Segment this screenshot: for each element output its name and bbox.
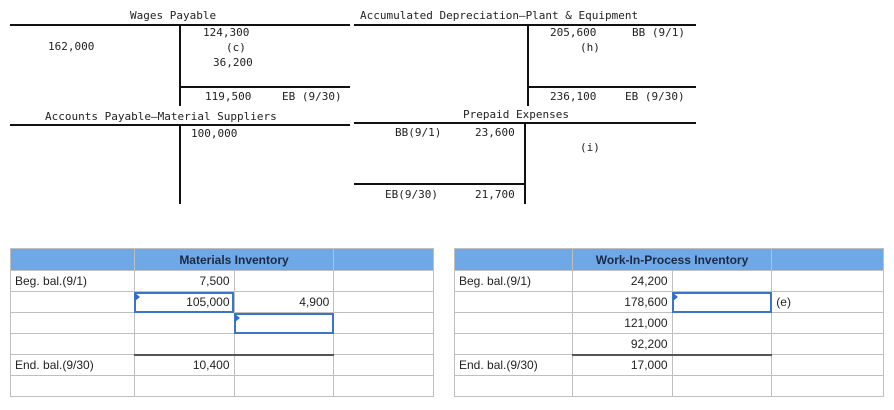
materials-inventory-table: Materials Inventory Beg. bal.(9/1) 7,500… [10,248,434,397]
accum-depr-end-amount: 236,100 [550,90,597,103]
table-row: 178,600 (e) [454,291,884,313]
wip-debit-4: 92,200 [571,333,673,355]
wages-payable-title: Wages Payable [130,9,217,22]
wages-credit-2: (c) [226,41,246,54]
wages-debit-1: 162,000 [48,40,95,53]
table-row: 105,000 4,900 [10,291,434,313]
wages-credit-1: 124,300 [203,26,250,39]
table-row: End. bal.(9/30) 17,000 [454,353,884,376]
wip-debit-1: 24,200 [571,270,673,292]
accounts-payable-title: Accounts Payable—Material Suppliers [45,110,277,123]
accum-depr-credit-label-1: BB (9/1) [632,26,685,39]
table-row: End. bal.(9/30) 10,400 [10,353,434,376]
table-row [10,333,434,355]
wip-debit-2: 178,600 [571,291,673,313]
materials-inventory-title: Materials Inventory [133,248,335,271]
wip-credit-input[interactable] [671,291,773,313]
wip-beg-label: Beg. bal.(9/1) [454,270,573,292]
accum-depr-end-label: EB (9/30) [625,90,685,103]
wip-end-label: End. bal.(9/30) [454,354,573,376]
prepaid-title: Prepaid Expenses [463,108,569,121]
prepaid-bb-amount: 23,600 [475,126,515,139]
wip-inventory-title: Work-In-Process Inventory [571,248,773,271]
wip-inventory-table: Work-In-Process Inventory Beg. bal.(9/1)… [454,248,884,397]
wip-end-amount: 17,000 [571,353,673,376]
materials-beg-amount: 7,500 [133,270,235,292]
prepaid-eb-label: EB(9/30) [385,188,438,201]
accum-depr-credit-2: (h) [580,41,600,54]
table-row: Beg. bal.(9/1) 7,500 [10,270,434,292]
materials-debit-input[interactable]: 105,000 [133,291,235,313]
table-row [10,312,434,334]
materials-beg-label: Beg. bal.(9/1) [10,270,135,292]
materials-credit-2: 4,900 [233,291,335,313]
table-row [10,375,434,397]
prepaid-credit-1: (i) [580,141,600,154]
table-row: 92,200 [454,333,884,355]
accum-depr-title: Accumulated Depreciation—Plant & Equipme… [360,9,639,22]
wages-end-amount: 119,500 [205,90,252,103]
table-row [454,375,884,397]
table-row: Beg. bal.(9/1) 24,200 [454,270,884,292]
materials-end-label: End. bal.(9/30) [10,354,135,376]
accum-depr-credit-1: 205,600 [550,26,597,39]
materials-credit-input[interactable] [233,312,335,334]
wip-debit-3: 121,000 [571,312,673,334]
accounts-payable-credit-1: 100,000 [191,127,238,140]
prepaid-eb-amount: 21,700 [475,188,515,201]
materials-end-amount: 10,400 [133,353,235,376]
prepaid-bb-label: BB(9/1) [395,126,442,139]
table-row: 121,000 [454,312,884,334]
wages-credit-3: 36,200 [213,56,253,69]
wip-credit-note: (e) [771,291,884,313]
wages-end-label: EB (9/30) [282,90,342,103]
